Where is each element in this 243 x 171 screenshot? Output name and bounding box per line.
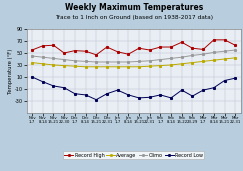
Climo bbox=[116, 61, 119, 63]
Average bbox=[84, 66, 87, 68]
Climo bbox=[202, 53, 205, 55]
Climo bbox=[138, 60, 140, 62]
Climo bbox=[159, 58, 162, 61]
Average bbox=[116, 66, 119, 68]
Average bbox=[63, 65, 66, 67]
Record High bbox=[63, 52, 66, 54]
Average bbox=[138, 66, 140, 68]
Record Low bbox=[31, 76, 34, 78]
Average bbox=[73, 65, 76, 67]
Climo bbox=[191, 54, 194, 56]
Record Low bbox=[202, 89, 205, 91]
Record High bbox=[191, 47, 194, 49]
Record High bbox=[234, 44, 237, 46]
Record High bbox=[105, 46, 108, 48]
Record High bbox=[202, 48, 205, 50]
Line: Average: Average bbox=[31, 57, 236, 68]
Record High bbox=[84, 50, 87, 52]
Average bbox=[148, 65, 151, 67]
Record Low bbox=[84, 94, 87, 96]
Average bbox=[105, 66, 108, 68]
Record High bbox=[223, 39, 226, 41]
Average bbox=[95, 66, 98, 68]
Climo bbox=[223, 50, 226, 52]
Record High bbox=[148, 49, 151, 51]
Climo bbox=[41, 56, 44, 58]
Record High bbox=[116, 51, 119, 53]
Record Low bbox=[105, 93, 108, 95]
Average bbox=[52, 64, 55, 66]
Average bbox=[31, 62, 34, 64]
Record High bbox=[52, 44, 55, 46]
Line: Climo: Climo bbox=[31, 49, 236, 63]
Average bbox=[191, 62, 194, 64]
Record Low bbox=[180, 89, 183, 91]
Record High bbox=[159, 46, 162, 48]
Average bbox=[212, 59, 215, 61]
Record High bbox=[212, 39, 215, 41]
Record Low bbox=[234, 77, 237, 79]
Record Low bbox=[41, 81, 44, 83]
Legend: Record High, Average, Climo, Record Low: Record High, Average, Climo, Record Low bbox=[63, 151, 204, 159]
Average bbox=[170, 64, 173, 66]
Climo bbox=[63, 58, 66, 61]
Text: Trace to 1 Inch on Ground (based on 1938-2017 data): Trace to 1 Inch on Ground (based on 1938… bbox=[55, 15, 213, 19]
Climo bbox=[73, 60, 76, 62]
Record Low bbox=[73, 93, 76, 95]
Record High bbox=[180, 41, 183, 43]
Average bbox=[202, 60, 205, 62]
Record Low bbox=[159, 94, 162, 96]
Record High bbox=[170, 46, 173, 48]
Record Low bbox=[116, 89, 119, 91]
Climo bbox=[105, 61, 108, 63]
Record High bbox=[73, 50, 76, 52]
Climo bbox=[180, 56, 183, 58]
Record High bbox=[138, 47, 140, 49]
Climo bbox=[212, 51, 215, 54]
Average bbox=[180, 63, 183, 65]
Record Low bbox=[127, 94, 130, 96]
Record Low bbox=[191, 95, 194, 97]
Average bbox=[159, 65, 162, 67]
Text: Weekly Maximum Temperatures: Weekly Maximum Temperatures bbox=[65, 3, 203, 12]
Climo bbox=[234, 49, 237, 51]
Record Low bbox=[52, 85, 55, 87]
Y-axis label: Temperature (°F): Temperature (°F) bbox=[8, 48, 13, 94]
Record Low bbox=[148, 96, 151, 98]
Record Low bbox=[170, 97, 173, 99]
Average bbox=[127, 66, 130, 68]
Average bbox=[223, 58, 226, 60]
Climo bbox=[52, 57, 55, 60]
Average bbox=[234, 57, 237, 59]
Record High bbox=[95, 54, 98, 56]
Climo bbox=[95, 61, 98, 63]
Record High bbox=[41, 45, 44, 47]
Record High bbox=[127, 53, 130, 55]
Record Low bbox=[212, 87, 215, 89]
Line: Record High: Record High bbox=[31, 39, 236, 56]
Record Low bbox=[63, 87, 66, 89]
Record Low bbox=[95, 99, 98, 101]
Average bbox=[41, 63, 44, 65]
Climo bbox=[84, 60, 87, 62]
Record Low bbox=[223, 80, 226, 82]
Record Low bbox=[138, 97, 140, 99]
Climo bbox=[31, 55, 34, 57]
Line: Record Low: Record Low bbox=[31, 76, 236, 101]
Record High bbox=[31, 49, 34, 51]
Climo bbox=[127, 61, 130, 63]
Climo bbox=[148, 60, 151, 62]
Climo bbox=[170, 57, 173, 60]
